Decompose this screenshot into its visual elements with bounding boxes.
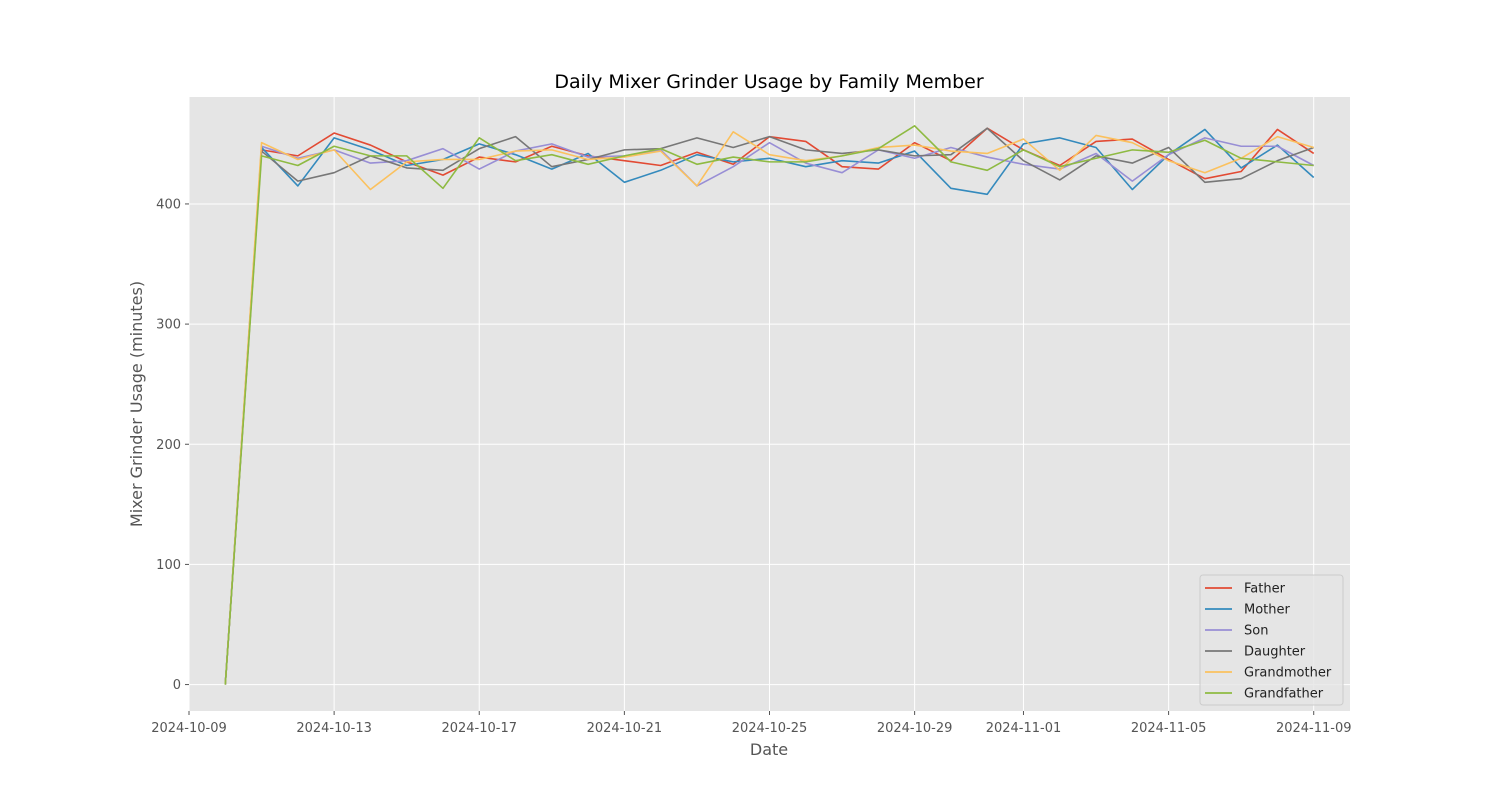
- x-tick-label: 2024-10-09: [151, 721, 227, 736]
- y-tick-label: 200: [156, 438, 181, 453]
- x-tick-label: 2024-11-01: [986, 721, 1062, 736]
- y-tick-label: 400: [156, 197, 181, 212]
- legend-label-daughter: Daughter: [1244, 645, 1306, 660]
- legend-label-son: Son: [1244, 624, 1268, 639]
- legend-label-father: Father: [1244, 582, 1286, 597]
- series-line-grandmother: [224, 131, 1314, 685]
- legend-label-grandfather: Grandfather: [1244, 687, 1324, 702]
- series-line-daughter: [224, 127, 1314, 685]
- x-tick-label: 2024-10-17: [441, 721, 517, 736]
- legend: Father Mother Son Daughter Grandmother Grandf…: [1199, 574, 1344, 706]
- y-axis-label: Mixer Grinder Usage (minutes): [127, 281, 146, 527]
- x-tick-label: 2024-11-09: [1276, 721, 1352, 736]
- x-tick-label: 2024-10-21: [587, 721, 663, 736]
- series-line-mother: [224, 128, 1315, 685]
- y-tick-label: 0: [173, 678, 181, 693]
- series-line-son: [224, 137, 1315, 685]
- y-axis-ticks: 0 100 200 300 400: [156, 197, 189, 693]
- legend-label-grandmother: Grandmother: [1244, 666, 1332, 681]
- legend-label-mother: Mother: [1244, 603, 1291, 618]
- series-line-grandfather: [224, 125, 1314, 685]
- x-tick-label: 2024-10-25: [732, 721, 808, 736]
- grid-lines: [188, 97, 1350, 711]
- chart-title: Daily Mixer Grinder Usage by Family Memb…: [554, 71, 984, 93]
- x-axis-ticks: 2024-10-09 2024-10-13 2024-10-17 2024-10-21…: [151, 711, 1352, 736]
- x-axis-label: Date: [750, 740, 788, 759]
- y-tick-label: 300: [156, 318, 181, 333]
- x-tick-label: 2024-11-05: [1131, 721, 1207, 736]
- y-tick-label: 100: [156, 558, 181, 573]
- series-lines: [224, 125, 1315, 685]
- x-tick-label: 2024-10-29: [877, 721, 953, 736]
- legend-box: [1199, 574, 1344, 706]
- x-tick-label: 2024-10-13: [296, 721, 372, 736]
